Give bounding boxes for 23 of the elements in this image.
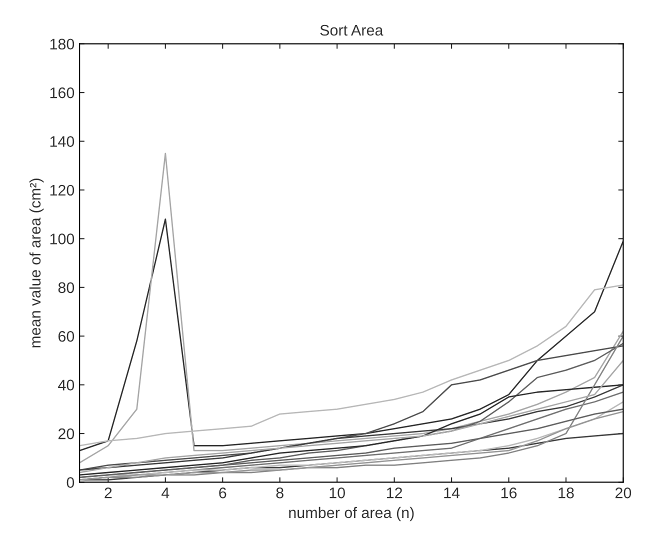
x-tick-label: 20: [615, 488, 632, 498]
x-tick-label: 4: [162, 488, 170, 498]
y-axis-title: mean value of area (cm²): [29, 178, 44, 348]
y-tick-label: 40: [58, 380, 74, 391]
x-tick-label: 8: [276, 488, 284, 498]
x-tick-label: 12: [386, 488, 402, 498]
x-tick-label: 16: [501, 488, 517, 498]
y-tick-label: 140: [50, 136, 74, 147]
x-tick-label: 2: [104, 488, 112, 498]
chart-title: Sort Area: [320, 24, 384, 36]
x-axis-title: number of area (n): [289, 506, 414, 522]
y-tick-label: 100: [50, 234, 74, 244]
y-tick-label: 0: [66, 477, 74, 488]
y-tick-label: 180: [50, 38, 74, 50]
x-tick-label: 6: [219, 488, 226, 498]
x-tick-label: 18: [558, 488, 574, 498]
x-tick-label: 10: [330, 488, 345, 498]
y-tick-label: 160: [50, 87, 74, 98]
y-tick-label: 20: [58, 428, 74, 440]
y-tick-label: 60: [58, 330, 74, 342]
y-tick-label: 80: [58, 282, 74, 294]
x-tick-label: 14: [444, 488, 460, 498]
y-tick-label: 120: [50, 184, 74, 196]
